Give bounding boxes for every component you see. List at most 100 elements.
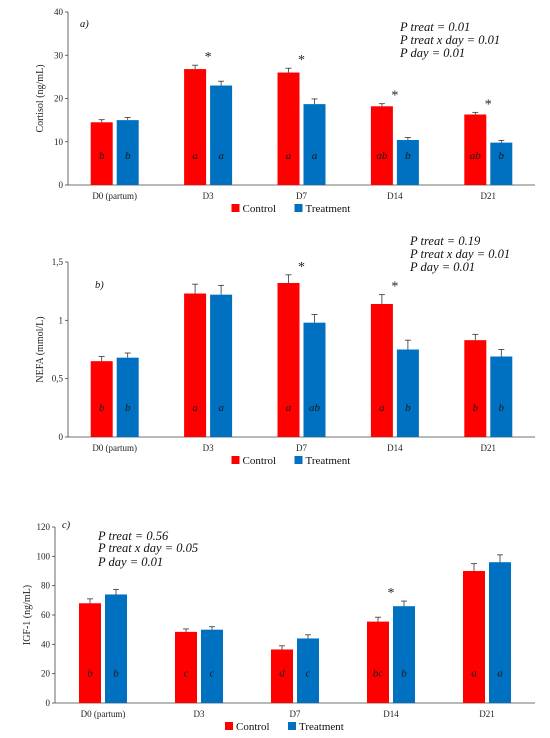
- y-tick-label: 1,5: [52, 257, 64, 267]
- x-tick-label: D14: [387, 191, 403, 201]
- significance-asterisk: *: [205, 50, 212, 65]
- significance-asterisk: *: [391, 280, 398, 295]
- legend-entry-control: Control: [236, 721, 270, 733]
- bar-treatment: [116, 357, 139, 437]
- stat-line: P day = 0.01: [409, 260, 475, 274]
- chart-panel-2: 0 0,5 1 1,5 NEFA (mmol/L) b) P treat = 0.19P t…: [35, 234, 535, 467]
- significance-asterisk: *: [391, 89, 398, 104]
- legend-swatch-control: [225, 722, 233, 730]
- x-tick-label: D7: [296, 443, 307, 453]
- bar-control: [367, 621, 389, 703]
- bar-control: [90, 361, 113, 437]
- bar-treatment: [490, 142, 513, 185]
- significance-letter: a: [379, 402, 385, 414]
- legend: Control Treatment: [231, 455, 351, 467]
- x-tick-label: D14: [383, 709, 399, 719]
- significance-letter: d: [279, 668, 285, 680]
- significance-letter: b: [473, 402, 479, 414]
- y-tick-label: 100: [37, 551, 51, 561]
- y-tick-label: 30: [54, 50, 64, 60]
- legend: Control Treatment: [225, 721, 344, 733]
- y-axis-title: Cortisol (ng/mL): [35, 64, 46, 132]
- bar-control: [184, 293, 207, 437]
- panel-label: b): [95, 280, 104, 291]
- x-tick-label: D7: [290, 709, 301, 719]
- significance-letter: a: [218, 402, 224, 414]
- panel-label: c): [62, 520, 71, 531]
- x-tick-label: D0 (partum): [81, 709, 126, 719]
- legend-swatch-treatment: [294, 204, 303, 212]
- bar-treatment: [303, 322, 326, 437]
- significance-letter: b: [99, 150, 105, 162]
- stat-line: P day = 0.01: [97, 555, 163, 569]
- bar-treatment: [210, 294, 233, 437]
- significance-letter: ab: [376, 150, 388, 162]
- significance-letter: a: [286, 402, 292, 414]
- y-tick-label: 0,5: [52, 374, 64, 384]
- y-tick-label: 120: [37, 522, 51, 532]
- y-tick-label: 0: [46, 698, 51, 708]
- legend-entry-treatment: Treatment: [299, 721, 344, 733]
- significance-letter: b: [125, 402, 131, 414]
- significance-letter: a: [497, 668, 503, 680]
- legend-swatch-treatment: [288, 722, 296, 730]
- significance-asterisk: *: [298, 260, 305, 275]
- y-tick-label: 80: [41, 581, 51, 591]
- bar-control: [277, 283, 300, 437]
- bar-treatment: [297, 638, 319, 703]
- legend-entry-treatment: Treatment: [306, 203, 351, 215]
- x-tick-label: D7: [296, 191, 307, 201]
- x-tick-label: D21: [479, 709, 495, 719]
- legend-swatch-control: [231, 204, 240, 212]
- y-tick-label: 20: [54, 94, 64, 104]
- stat-line: P treat x day = 0.05: [97, 541, 198, 555]
- bar-treatment: [201, 629, 223, 703]
- significance-letter: a: [312, 150, 318, 162]
- significance-letter: c: [306, 668, 311, 680]
- legend-swatch-control: [231, 456, 240, 464]
- bar-treatment: [490, 356, 513, 437]
- bar-treatment: [105, 594, 127, 703]
- bar-treatment: [396, 140, 419, 185]
- y-tick-label: 10: [54, 137, 64, 147]
- bar-control: [464, 340, 487, 437]
- bar-treatment: [489, 562, 511, 703]
- x-tick-label: D21: [481, 191, 497, 201]
- x-tick-label: D3: [194, 709, 205, 719]
- panel-label: a): [80, 19, 89, 30]
- bar-control: [271, 649, 293, 703]
- significance-letter: a: [218, 150, 224, 162]
- bar-control: [370, 106, 393, 185]
- significance-letter: a: [286, 150, 292, 162]
- x-tick-label: D3: [203, 191, 214, 201]
- legend: Control Treatment: [231, 203, 351, 215]
- x-tick-label: D3: [203, 443, 214, 453]
- bar-control: [90, 122, 113, 185]
- legend-entry-treatment: Treatment: [306, 455, 351, 467]
- significance-letter: b: [87, 668, 93, 680]
- bar-control: [464, 114, 487, 185]
- significance-letter: b: [499, 150, 505, 162]
- significance-asterisk: *: [298, 53, 305, 68]
- y-axis-title: NEFA (mmol/L): [35, 316, 46, 382]
- y-tick-label: 40: [54, 7, 64, 17]
- significance-asterisk: *: [388, 586, 395, 601]
- stat-line: P treat x day = 0.01: [409, 247, 510, 261]
- bar-treatment: [303, 104, 326, 185]
- bar-control: [184, 69, 207, 185]
- legend-entry-control: Control: [243, 455, 277, 467]
- x-tick-label: D0 (partum): [92, 443, 137, 453]
- significance-letter: a: [471, 668, 477, 680]
- stat-line: P treat x day = 0.01: [399, 33, 500, 47]
- significance-letter: a: [192, 150, 198, 162]
- significance-letter: b: [113, 668, 119, 680]
- chart-panel-1: 0 10 20 30 40 Cortisol (ng/mL) a) P treat = 0.0…: [35, 7, 535, 215]
- bar-control: [463, 571, 485, 703]
- y-tick-label: 0: [59, 432, 64, 442]
- significance-letter: b: [401, 668, 407, 680]
- significance-asterisk: *: [485, 97, 492, 112]
- y-tick-label: 40: [41, 639, 51, 649]
- y-tick-label: 1: [59, 315, 64, 325]
- significance-letter: a: [192, 402, 198, 414]
